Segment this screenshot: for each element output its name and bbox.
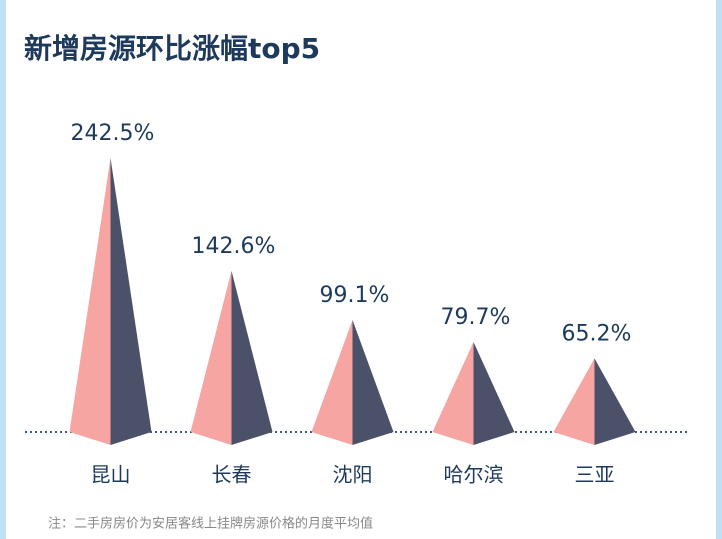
footnote: 注：二手房房价为安居客线上挂牌房源价格的月度平均值 — [48, 516, 373, 532]
pyramid-left-face — [311, 320, 353, 445]
x-tick-label: 哈尔滨 — [444, 463, 504, 487]
pyramid-left-face — [190, 270, 232, 445]
pyramid-left-face — [69, 158, 111, 445]
pyramid-right-face — [231, 270, 273, 445]
frame-right — [716, 0, 722, 539]
pyramid-right-face — [110, 158, 152, 445]
x-tick-label: 长春 — [212, 463, 252, 487]
x-tick-label: 沈阳 — [333, 463, 373, 487]
pyramid-left-face — [432, 341, 474, 445]
pyramid-left-face — [553, 358, 595, 445]
chart-title: 新增房源环比涨幅top5 — [24, 32, 320, 65]
value-label: 242.5% — [71, 121, 155, 146]
value-label: 99.1% — [320, 283, 390, 308]
pyramid-right-face — [352, 320, 394, 445]
pyramid-right-face — [594, 358, 636, 445]
pyramid-right-face — [473, 341, 515, 445]
value-label: 65.2% — [562, 321, 632, 346]
x-tick-label: 三亚 — [575, 463, 615, 487]
frame-left — [0, 0, 6, 539]
x-tick-label: 昆山 — [91, 463, 131, 487]
value-label: 142.6% — [192, 234, 276, 259]
value-label: 79.7% — [441, 305, 511, 330]
